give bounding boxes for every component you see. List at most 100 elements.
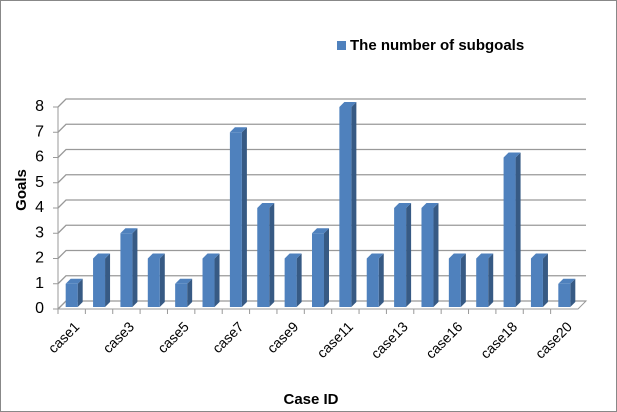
bar <box>530 253 548 307</box>
grid-line <box>57 199 586 209</box>
x-axis-title: Case ID <box>283 391 338 408</box>
bar-front <box>339 107 352 307</box>
legend-label: The number of subgoals <box>350 37 524 54</box>
bar-top <box>421 203 439 208</box>
bar <box>229 127 247 307</box>
bar-top <box>558 278 576 284</box>
bar-side <box>324 228 329 307</box>
bar <box>394 203 412 307</box>
bar-front <box>93 258 106 307</box>
bar-top <box>257 203 275 208</box>
grid-line <box>57 98 586 108</box>
bar-side <box>214 253 220 307</box>
bar-side <box>542 253 548 307</box>
bar-top <box>175 278 193 284</box>
y-tick-label: 1 <box>35 275 44 292</box>
bar-top <box>366 253 384 259</box>
bar-side <box>406 203 412 307</box>
y-tick-label: 8 <box>35 98 44 115</box>
y-tick-label: 5 <box>35 174 44 191</box>
bar <box>448 253 466 307</box>
bar-top <box>147 253 165 259</box>
bar-top <box>312 228 329 234</box>
bar-front <box>147 258 160 307</box>
bar-side <box>351 102 357 307</box>
bar-top <box>476 253 494 259</box>
bar-top <box>93 253 111 259</box>
bar-front <box>175 283 188 307</box>
bar-side <box>159 253 165 307</box>
y-tick-label: 3 <box>35 224 44 241</box>
y-tick-label: 7 <box>35 123 44 140</box>
bar-side <box>187 278 193 307</box>
grid-line <box>57 174 586 184</box>
bar-top <box>530 253 548 259</box>
bar-top <box>339 102 357 107</box>
bar <box>65 278 83 307</box>
bar <box>284 253 302 307</box>
bar-front <box>202 258 215 307</box>
bar-front <box>448 258 461 307</box>
bar-front <box>229 132 242 307</box>
bar-front <box>503 157 516 307</box>
bar-front <box>366 258 379 307</box>
bar-top <box>65 278 83 284</box>
bar-side <box>460 253 466 307</box>
bar-side <box>296 253 302 307</box>
bar-front <box>421 208 434 307</box>
bar-top <box>394 203 412 208</box>
bar-top <box>284 253 302 259</box>
bar-front <box>257 208 270 307</box>
bar <box>257 203 275 307</box>
bar-front <box>120 233 133 307</box>
bar <box>312 228 329 307</box>
bar-side <box>433 203 439 307</box>
bar <box>476 253 494 307</box>
y-tick-label: 6 <box>35 149 44 166</box>
bar-side <box>515 152 521 307</box>
bar <box>147 253 165 307</box>
bar-side <box>105 253 111 307</box>
bar <box>366 253 384 307</box>
bar-front <box>394 208 407 307</box>
bar-side <box>570 278 576 307</box>
bar <box>175 278 193 307</box>
legend-swatch <box>337 41 346 50</box>
grid-line <box>57 123 586 133</box>
bar-front <box>476 258 489 307</box>
y-tick-label: 2 <box>35 250 44 267</box>
bar <box>93 253 111 307</box>
bar <box>120 228 138 307</box>
bar-top <box>448 253 466 259</box>
bar-top <box>120 228 138 234</box>
bar-side <box>269 203 275 307</box>
bar-front <box>284 258 297 307</box>
bar-front <box>558 283 571 307</box>
bar-side <box>378 253 384 307</box>
bar-side <box>241 127 247 307</box>
bar-top <box>503 152 521 158</box>
bar <box>558 278 576 307</box>
bar <box>503 152 521 307</box>
y-tick-label: 0 <box>35 300 44 317</box>
bar-side <box>77 278 83 307</box>
bar <box>202 253 220 307</box>
bar <box>421 203 439 307</box>
bar-front <box>530 258 543 307</box>
y-axis-title: Goals <box>13 169 30 211</box>
bar-front <box>312 233 324 307</box>
grid-line <box>57 249 586 259</box>
bar-top <box>202 253 220 259</box>
grid-line <box>57 224 586 234</box>
grid-line <box>57 148 586 158</box>
grid-line <box>57 275 586 285</box>
bar-side <box>488 253 494 307</box>
bar-top <box>229 127 247 133</box>
y-tick-label: 4 <box>35 199 44 216</box>
bar-side <box>132 228 138 307</box>
bar-front <box>65 283 78 307</box>
bar <box>339 102 357 307</box>
